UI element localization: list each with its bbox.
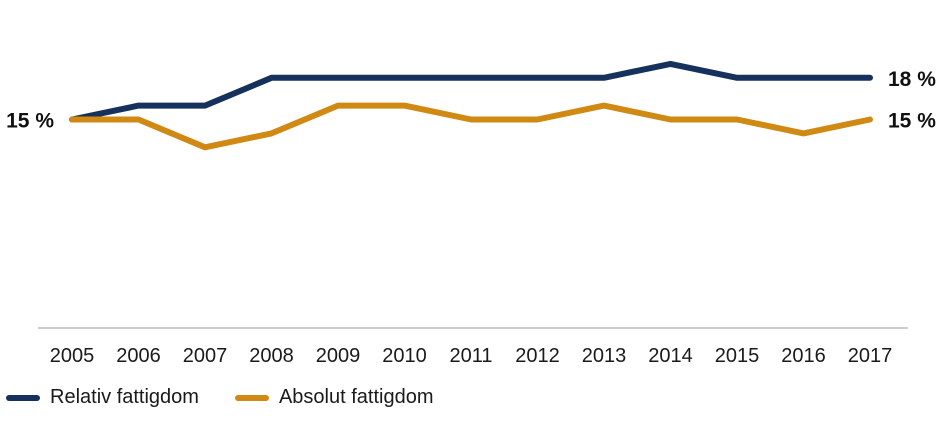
legend-label-relativ: Relativ fattigdom xyxy=(50,386,199,408)
x-tick-label: 2017 xyxy=(848,345,893,367)
end-label: 15 % xyxy=(888,110,936,133)
x-tick-label: 2007 xyxy=(183,345,228,367)
x-tick-label: 2006 xyxy=(116,345,161,367)
legend: Relativ fattigdom Absolut fattigdom xyxy=(6,386,470,409)
x-tick-label: 2016 xyxy=(781,345,826,367)
x-tick-label: 2009 xyxy=(316,345,361,367)
x-tick-label: 2005 xyxy=(50,345,95,367)
end-label: 18 % xyxy=(888,68,936,91)
x-tick-label: 2011 xyxy=(449,345,492,367)
x-tick-label: 2010 xyxy=(382,345,427,367)
line-chart: 2005 2006 2007 2008 2009 2010 2011 2012 2013 2014… xyxy=(6,60,936,367)
series-line-relativ xyxy=(69,60,873,123)
x-tick-label: 2008 xyxy=(249,345,294,367)
x-tick-label: 2012 xyxy=(515,345,560,367)
legend-swatch-relativ xyxy=(6,394,40,401)
legend-swatch-absolut xyxy=(234,394,269,401)
legend-item-absolut: Absolut fattigdom xyxy=(234,386,434,409)
legend-item-relativ: Relativ fattigdom xyxy=(6,386,199,409)
series-line-absolut xyxy=(69,102,873,151)
x-tick-label: 2013 xyxy=(582,345,627,367)
data-labels: 15 % 18 % 15 % xyxy=(6,68,936,133)
start-label: 15 % xyxy=(6,110,54,133)
x-tick-label: 2014 xyxy=(648,345,693,367)
legend-label-absolut: Absolut fattigdom xyxy=(278,386,434,408)
series-layer xyxy=(69,60,873,151)
x-axis: 2005 2006 2007 2008 2009 2010 2011 2012 2013 2014… xyxy=(38,327,908,367)
x-tick-label: 2015 xyxy=(715,345,760,367)
